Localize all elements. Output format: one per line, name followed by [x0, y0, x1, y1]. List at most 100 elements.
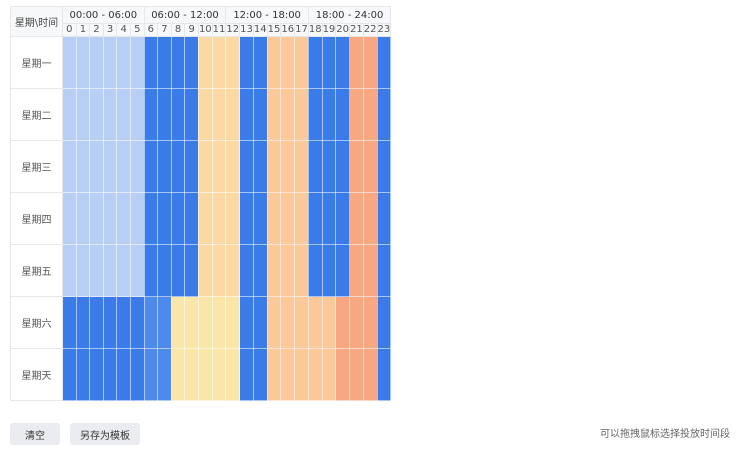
time-slot-cell[interactable]	[349, 296, 364, 349]
time-slot-cell[interactable]	[335, 192, 351, 245]
time-slot-cell[interactable]	[225, 36, 241, 89]
time-slot-cell[interactable]	[197, 348, 213, 401]
time-slot-cell[interactable]	[294, 244, 309, 297]
hour-header-22[interactable]: 22	[362, 23, 378, 37]
time-slot-cell[interactable]	[157, 192, 172, 245]
time-slot-cell[interactable]	[197, 88, 213, 141]
time-slot-cell[interactable]	[170, 296, 186, 349]
time-slot-cell[interactable]	[294, 296, 309, 349]
hour-header-14[interactable]: 14	[252, 23, 268, 37]
time-slot-cell[interactable]	[349, 244, 364, 297]
hour-header-12[interactable]: 12	[225, 23, 241, 37]
hour-header-9[interactable]: 9	[184, 23, 199, 37]
time-slot-cell[interactable]	[376, 88, 392, 141]
time-slot-cell[interactable]	[280, 36, 296, 89]
time-slot-cell[interactable]	[252, 36, 268, 89]
time-slot-cell[interactable]	[89, 348, 104, 401]
day-label-1[interactable]: 星期二	[10, 88, 63, 141]
time-slot-cell[interactable]	[211, 348, 227, 401]
time-slot-cell[interactable]	[157, 296, 172, 349]
time-slot-cell[interactable]	[280, 192, 296, 245]
time-slot-cell[interactable]	[335, 36, 351, 89]
day-label-2[interactable]: 星期三	[10, 140, 63, 193]
time-slot-cell[interactable]	[75, 192, 91, 245]
time-slot-cell[interactable]	[266, 348, 282, 401]
time-slot-cell[interactable]	[143, 140, 159, 193]
hour-header-7[interactable]: 7	[157, 23, 172, 37]
time-slot-cell[interactable]	[335, 140, 351, 193]
time-slot-cell[interactable]	[197, 192, 213, 245]
time-slot-cell[interactable]	[307, 36, 323, 89]
time-slot-cell[interactable]	[376, 296, 392, 349]
time-slot-cell[interactable]	[362, 296, 378, 349]
hour-header-3[interactable]: 3	[102, 23, 118, 37]
time-slot-cell[interactable]	[307, 348, 323, 401]
time-slot-cell[interactable]	[307, 192, 323, 245]
day-label-3[interactable]: 星期四	[10, 192, 63, 245]
time-slot-cell[interactable]	[252, 296, 268, 349]
hour-header-8[interactable]: 8	[170, 23, 186, 37]
time-slot-cell[interactable]	[266, 88, 282, 141]
time-slot-cell[interactable]	[116, 88, 131, 141]
time-slot-cell[interactable]	[89, 140, 104, 193]
time-slot-cell[interactable]	[89, 88, 104, 141]
time-slot-cell[interactable]	[170, 244, 186, 297]
time-slot-cell[interactable]	[321, 244, 337, 297]
time-slot-cell[interactable]	[89, 296, 104, 349]
time-slot-cell[interactable]	[225, 140, 241, 193]
time-slot-cell[interactable]	[170, 36, 186, 89]
hour-header-23[interactable]: 23	[376, 23, 392, 37]
time-slot-cell[interactable]	[143, 88, 159, 141]
time-slot-cell[interactable]	[129, 140, 145, 193]
time-slot-cell[interactable]	[116, 36, 131, 89]
time-slot-cell[interactable]	[239, 88, 254, 141]
time-slot-cell[interactable]	[184, 36, 199, 89]
time-slot-cell[interactable]	[335, 88, 351, 141]
hour-header-1[interactable]: 1	[75, 23, 91, 37]
time-slot-cell[interactable]	[170, 192, 186, 245]
time-slot-cell[interactable]	[376, 36, 392, 89]
day-label-5[interactable]: 星期六	[10, 296, 63, 349]
time-slot-cell[interactable]	[349, 140, 364, 193]
time-slot-cell[interactable]	[239, 140, 254, 193]
time-slot-cell[interactable]	[335, 244, 351, 297]
time-slot-cell[interactable]	[225, 348, 241, 401]
hour-header-18[interactable]: 18	[307, 23, 323, 37]
time-slot-cell[interactable]	[129, 244, 145, 297]
time-slot-cell[interactable]	[157, 88, 172, 141]
time-slot-cell[interactable]	[376, 140, 392, 193]
hour-header-21[interactable]: 21	[349, 23, 364, 37]
hour-header-13[interactable]: 13	[239, 23, 254, 37]
time-slot-cell[interactable]	[252, 88, 268, 141]
time-slot-cell[interactable]	[143, 348, 159, 401]
time-slot-cell[interactable]	[129, 296, 145, 349]
time-slot-cell[interactable]	[143, 296, 159, 349]
time-slot-cell[interactable]	[280, 348, 296, 401]
time-slot-cell[interactable]	[197, 244, 213, 297]
time-slot-cell[interactable]	[211, 36, 227, 89]
time-slot-cell[interactable]	[157, 36, 172, 89]
time-slot-cell[interactable]	[362, 88, 378, 141]
time-slot-cell[interactable]	[252, 244, 268, 297]
time-slot-cell[interactable]	[211, 192, 227, 245]
time-slot-cell[interactable]	[280, 88, 296, 141]
time-slot-cell[interactable]	[170, 88, 186, 141]
time-slot-cell[interactable]	[321, 192, 337, 245]
time-slot-cell[interactable]	[75, 88, 91, 141]
time-slot-cell[interactable]	[129, 36, 145, 89]
time-slot-cell[interactable]	[239, 36, 254, 89]
time-slot-cell[interactable]	[184, 140, 199, 193]
time-slot-cell[interactable]	[75, 348, 91, 401]
time-slot-cell[interactable]	[252, 140, 268, 193]
time-slot-cell[interactable]	[143, 244, 159, 297]
time-slot-cell[interactable]	[307, 244, 323, 297]
time-slot-cell[interactable]	[129, 348, 145, 401]
time-slot-cell[interactable]	[349, 88, 364, 141]
time-slot-cell[interactable]	[239, 348, 254, 401]
time-slot-cell[interactable]	[143, 192, 159, 245]
time-slot-cell[interactable]	[62, 244, 77, 297]
time-slot-cell[interactable]	[307, 296, 323, 349]
time-slot-cell[interactable]	[294, 348, 309, 401]
time-slot-cell[interactable]	[62, 88, 77, 141]
hour-header-19[interactable]: 19	[321, 23, 337, 37]
